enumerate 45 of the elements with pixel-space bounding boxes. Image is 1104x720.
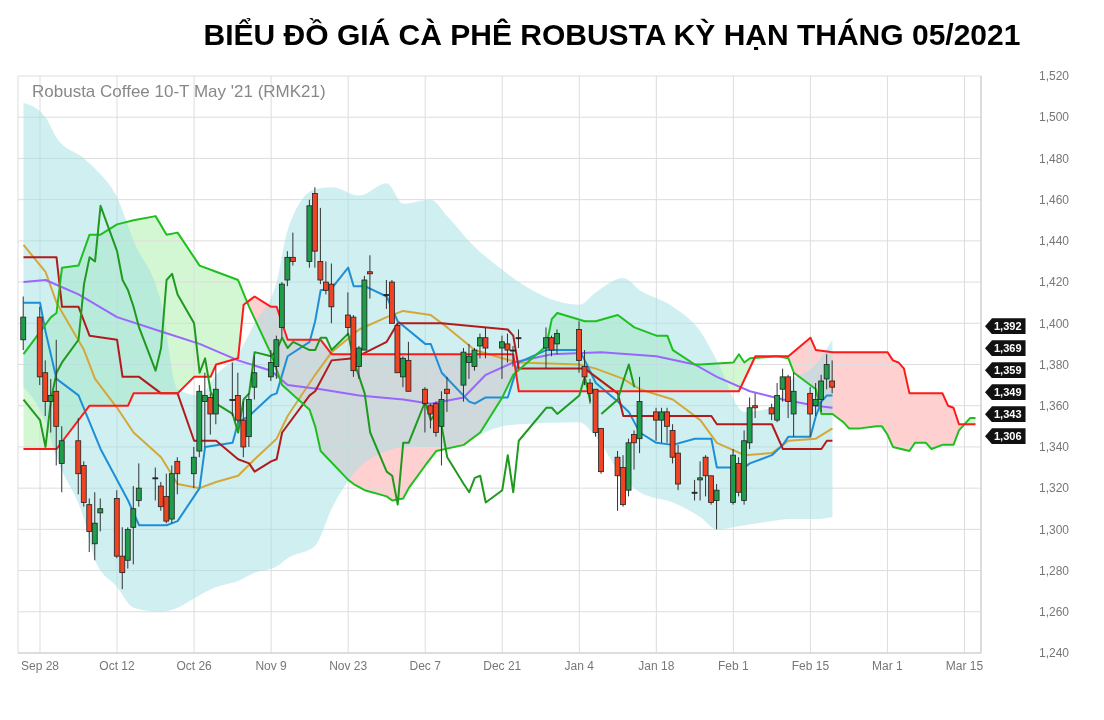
- x-tick-label: Oct 12: [99, 658, 136, 673]
- y-tick-label: 1,460: [1039, 192, 1070, 207]
- x-tick-label: Sep 28: [20, 658, 60, 673]
- text: 1,349: [985, 384, 1026, 401]
- y-tick-label: 1,500: [1039, 110, 1070, 125]
- y-tick-label: 1,360: [1039, 398, 1070, 413]
- y-tick-label: 1,280: [1039, 563, 1070, 578]
- x-tick-label: Nov 9: [255, 658, 288, 673]
- y-tick-label: 1,480: [1039, 151, 1070, 166]
- chart-subtitle: Robusta Coffee 10-T May '21 (RMK21): [32, 82, 326, 102]
- y-tick-label: 1,260: [1039, 605, 1070, 620]
- x-tick-label: Dec 7: [409, 658, 442, 673]
- candlestick: [251, 355, 258, 401]
- candlestick: [135, 462, 142, 508]
- x-tick-label: Nov 23: [329, 658, 368, 673]
- x-tick-label: Oct 26: [176, 658, 213, 673]
- candlestick: [20, 296, 27, 351]
- x-tick-label: Mar 15: [945, 658, 984, 673]
- y-tick-label: 1,380: [1039, 357, 1070, 372]
- x-tick-label: Mar 1: [872, 658, 904, 673]
- y-tick-label: 1,440: [1039, 234, 1070, 249]
- candlestick: [97, 497, 104, 532]
- y-tick-label: 1,240: [1039, 646, 1070, 661]
- x-tick-label: Feb 15: [791, 658, 830, 673]
- candlestick: [58, 425, 65, 493]
- candlestick: [190, 446, 197, 489]
- text: 1,392: [985, 318, 1026, 335]
- candlestick: [515, 328, 522, 349]
- x-tick-label: Feb 1: [718, 658, 750, 673]
- candlestick: [152, 467, 159, 502]
- y-tick-label: 1,340: [1039, 440, 1070, 455]
- y-tick-label: 1,420: [1039, 275, 1070, 290]
- line-series: [22, 266, 834, 527]
- y-tick-label: 1,320: [1039, 481, 1070, 496]
- x-tick-label: Jan 4: [564, 658, 595, 673]
- y-tick-label: 1,300: [1039, 522, 1070, 537]
- chart-title: BIỂU ĐỒ GIÁ CÀ PHÊ ROBUSTA KỲ HẠN THÁNG 05/2021: [202, 17, 1022, 53]
- y-tick-label: 1,520: [1039, 69, 1070, 84]
- y-tick-label: 1,400: [1039, 316, 1070, 331]
- text: 1,306: [985, 428, 1026, 445]
- x-tick-label: Jan 18: [638, 658, 675, 673]
- x-tick-label: Dec 21: [483, 658, 522, 673]
- text: 1,359: [985, 362, 1026, 379]
- text: 1,343: [985, 406, 1026, 423]
- text: 1,369: [985, 340, 1026, 357]
